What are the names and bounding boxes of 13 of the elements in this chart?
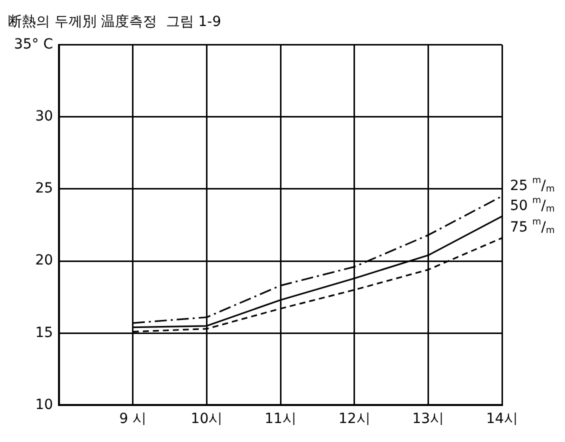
x-tick-label: 12시 bbox=[338, 411, 370, 428]
y-tick-label: 30 bbox=[35, 108, 54, 125]
y-tick-label: 35° C bbox=[14, 36, 54, 52]
x-tick-label: 10시 bbox=[190, 411, 223, 428]
y-tick-label: 20 bbox=[35, 252, 54, 269]
x-tick-label: 13시 bbox=[412, 411, 444, 428]
y-tick-label: 10 bbox=[35, 396, 54, 413]
x-tick-label: 14시 bbox=[486, 411, 518, 428]
y-tick-label: 25 bbox=[35, 180, 54, 197]
y-tick-label: 15 bbox=[35, 324, 54, 341]
x-tick-label: 9 시 bbox=[119, 411, 147, 428]
x-tick-label: 11시 bbox=[264, 411, 296, 428]
chart-title: 断熱의 두께別 温度측정 그림 1-9 bbox=[8, 14, 222, 30]
